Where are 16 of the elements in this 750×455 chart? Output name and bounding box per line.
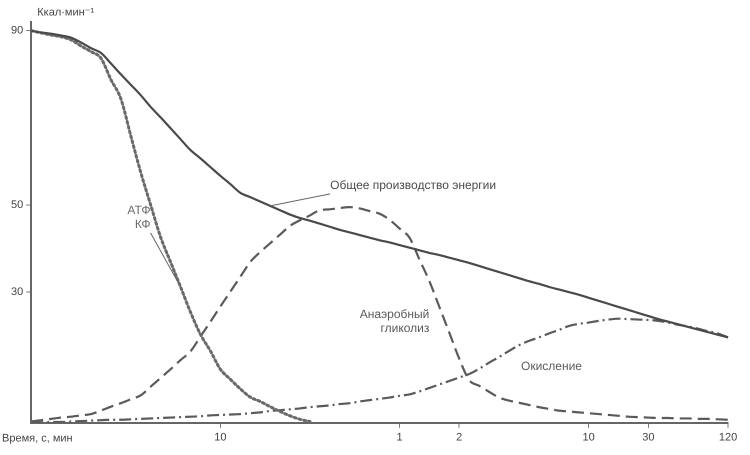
x-axis-title: Время, с, мин xyxy=(2,432,73,444)
x-tick-label: 30 xyxy=(642,431,654,444)
text: Общее производство энергии xyxy=(330,178,496,192)
series-label: Анаэробный гликолиз xyxy=(360,307,430,336)
y-tick-label: 50 xyxy=(10,199,24,212)
y-tick-label: 90 xyxy=(10,24,24,37)
series-label: АТФ КФ xyxy=(127,203,151,232)
x-tick-label: 1 xyxy=(396,431,403,444)
x-tick-label: 10 xyxy=(582,431,595,444)
series-label: Окисление xyxy=(521,359,582,374)
y-axis-title: Ккал·мин⁻¹ xyxy=(37,6,94,19)
y-tick-label: 30 xyxy=(10,286,24,298)
x-tick-label: 120 xyxy=(718,431,738,444)
x-tick-label: 2 xyxy=(456,431,462,444)
line-series xyxy=(30,30,730,339)
x-tick-label: 10 xyxy=(214,431,226,444)
